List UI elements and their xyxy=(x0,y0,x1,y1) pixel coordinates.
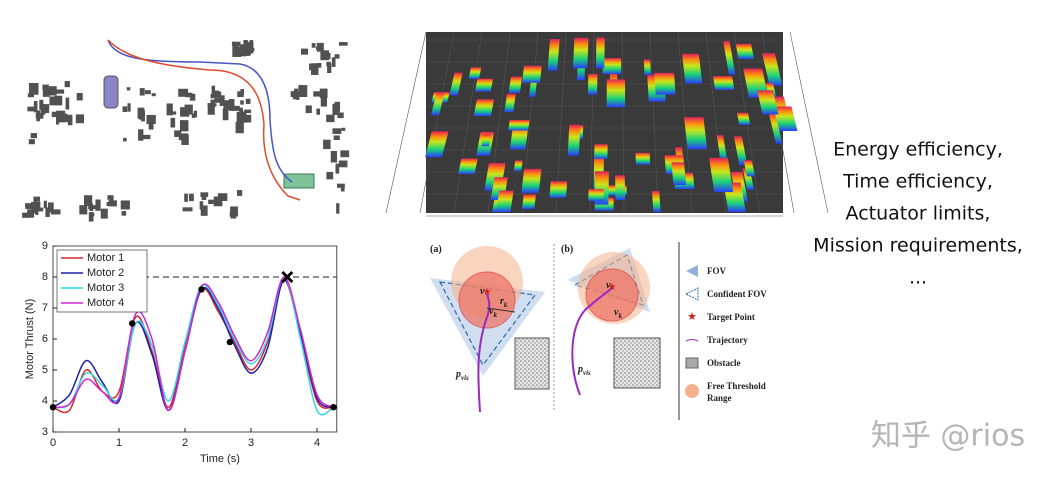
symbol: v xyxy=(480,286,485,297)
svg-text:★: ★ xyxy=(608,282,617,293)
symbol: pvis xyxy=(455,369,469,382)
symbol-base: p xyxy=(577,364,583,375)
text-line: Mission requirements, xyxy=(813,235,1023,257)
panel-label: (a) xyxy=(430,244,442,255)
symbol-base: r xyxy=(500,296,504,307)
diagram-legend: Range xyxy=(707,393,732,403)
symbol: rk xyxy=(500,296,508,309)
map-image xyxy=(22,32,350,222)
svg-text:★: ★ xyxy=(483,287,492,298)
diagram-legend: FOV xyxy=(707,266,726,276)
waypoint xyxy=(330,404,337,411)
y-tick-label: 6 xyxy=(42,333,48,345)
peak-marker xyxy=(281,270,294,284)
symbol: vk xyxy=(489,306,497,319)
text-line: ... xyxy=(909,267,927,289)
y-axis-label: Motor Thrust (N) xyxy=(24,299,36,379)
x-tick-label: 0 xyxy=(50,437,56,449)
legend-label: Motor 3 xyxy=(87,282,124,294)
symbol-base: v xyxy=(489,306,494,317)
symbol-sub: k xyxy=(493,311,497,319)
waypoint xyxy=(129,320,136,327)
symbol-sub: vis xyxy=(461,374,469,382)
symbol: v xyxy=(606,280,611,291)
symbol-base: p xyxy=(455,369,461,380)
y-tick-label: 5 xyxy=(42,364,48,376)
x-tick-label: 1 xyxy=(116,437,122,449)
x-axis-label: Time (s) xyxy=(200,453,240,465)
panel-label: (b) xyxy=(561,244,573,255)
text-line: Time efficiency, xyxy=(842,171,993,193)
legend-label: Motor 4 xyxy=(87,297,124,309)
symbol-sub: k xyxy=(504,301,508,309)
y-tick-label: 4 xyxy=(42,395,48,407)
legend-box xyxy=(56,249,148,313)
x-tick-label: 2 xyxy=(182,437,188,449)
symbol: pvis xyxy=(577,364,591,377)
y-tick-label: 3 xyxy=(42,426,48,438)
symbol-base: v xyxy=(480,286,485,297)
render-image xyxy=(385,31,829,217)
y-tick-label: 7 xyxy=(42,302,48,314)
legend-label: Motor 1 xyxy=(87,252,124,264)
legend-label: Motor 2 xyxy=(87,267,124,279)
text-line: Energy efficiency, xyxy=(833,139,1003,161)
text-line: Actuator limits, xyxy=(846,203,991,225)
thrust-chart: 3 4 5 6 7 8 9 0 1 2 3 4 Time (s) Motor Thrust (N) Moto… xyxy=(24,240,338,465)
diagram-legend: Free Threshold xyxy=(707,381,766,391)
symbol-base: v xyxy=(614,307,619,318)
y-tick-label: 8 xyxy=(42,271,48,283)
waypoint xyxy=(226,338,234,346)
symbol: vk xyxy=(614,307,622,320)
watermark: 知乎 @rios xyxy=(871,419,1025,454)
diagram-legend: Obstacle xyxy=(707,358,741,368)
symbol-base: v xyxy=(606,280,611,291)
svg-text:★: ★ xyxy=(687,311,697,323)
x-tick-label: 4 xyxy=(314,437,320,449)
y-tick-label: 9 xyxy=(42,240,48,252)
symbol-sub: vis xyxy=(583,369,591,377)
symbol-sub: k xyxy=(618,312,622,320)
waypoint xyxy=(198,286,205,293)
diagram-legend: Target Point xyxy=(707,312,755,322)
x-tick-label: 3 xyxy=(248,437,254,449)
waypoint xyxy=(49,404,57,411)
diagram-legend: Confident FOV xyxy=(707,289,767,299)
diagram-legend: Trajectory xyxy=(707,335,748,345)
